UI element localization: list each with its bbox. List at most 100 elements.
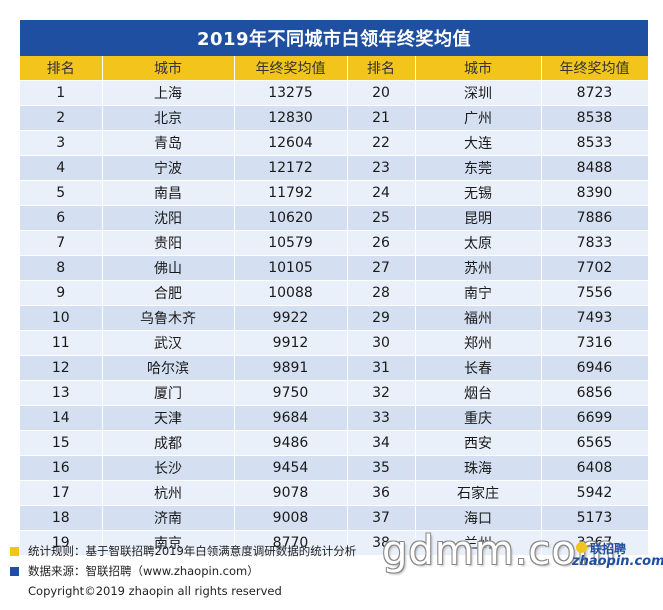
cell-rank-right: 34	[347, 430, 416, 456]
cell-bonus-right: 5942	[541, 480, 649, 506]
cell-bonus-right: 6565	[541, 430, 649, 456]
cell-bonus-right: 8533	[541, 130, 649, 156]
table-row: 11 武汉 9912 30 郑州 7316	[20, 330, 649, 356]
cell-rank-left: 17	[20, 480, 103, 506]
cell-rank-right: 28	[347, 280, 416, 306]
cell-city-right: 西安	[415, 430, 542, 456]
table-row: 14 天津 9684 33 重庆 6699	[20, 405, 649, 431]
cell-bonus-left: 12604	[234, 130, 348, 156]
cell-city-right: 东莞	[415, 155, 542, 181]
cell-bonus-left: 9684	[234, 405, 348, 431]
cell-city-right: 石家庄	[415, 480, 542, 506]
cell-city-right: 海口	[415, 505, 542, 531]
cell-city-left: 青岛	[102, 130, 235, 156]
cell-bonus-left: 10105	[234, 255, 348, 281]
cell-bonus-left: 9912	[234, 330, 348, 356]
cell-bonus-right: 8723	[541, 80, 649, 106]
cell-rank-left: 16	[20, 455, 103, 481]
cell-city-right: 苏州	[415, 255, 542, 281]
table-row: 6 沈阳 10620 25 昆明 7886	[20, 205, 649, 231]
cell-rank-right: 31	[347, 355, 416, 381]
cell-rank-right: 38	[347, 530, 416, 556]
cell-rank-left: 5	[20, 180, 103, 206]
cell-bonus-right: 8390	[541, 180, 649, 206]
table-row: 16 长沙 9454 35 珠海 6408	[20, 455, 649, 481]
cell-rank-right: 20	[347, 80, 416, 106]
table-title: 2019年不同城市白领年终奖均值	[20, 20, 648, 56]
cell-city-left: 杭州	[102, 480, 235, 506]
note-stats-rule-text: 统计规则：基于智联招聘2019年白领满意度调研数据的统计分析	[28, 544, 357, 558]
cell-city-left: 上海	[102, 80, 235, 106]
cell-city-left: 宁波	[102, 155, 235, 181]
header-bonus-left: 年终奖均值	[234, 56, 348, 81]
blue-square-icon	[10, 566, 19, 576]
cell-rank-right: 26	[347, 230, 416, 256]
table-row: 15 成都 9486 34 西安 6565	[20, 430, 649, 456]
note-source: 数据来源：智联招聘（www.zhaopin.com）	[10, 563, 259, 579]
header-rank-right: 排名	[347, 56, 416, 81]
cell-city-right: 重庆	[415, 405, 542, 431]
table-row: 4 宁波 12172 23 东莞 8488	[20, 155, 649, 181]
cell-bonus-left: 10579	[234, 230, 348, 256]
cell-bonus-left: 9922	[234, 305, 348, 331]
table-row: 2 北京 12830 21 广州 8538	[20, 105, 649, 131]
cell-city-left: 南昌	[102, 180, 235, 206]
table-row: 17 杭州 9078 36 石家庄 5942	[20, 480, 649, 506]
cell-bonus-left: 10620	[234, 205, 348, 231]
table-row: 3 青岛 12604 22 大连 8533	[20, 130, 649, 156]
cell-city-left: 济南	[102, 505, 235, 531]
cell-city-left: 贵阳	[102, 230, 235, 256]
cell-rank-left: 11	[20, 330, 103, 356]
cell-bonus-right: 6408	[541, 455, 649, 481]
cell-rank-right: 23	[347, 155, 416, 181]
note-source-text: 数据来源：智联招聘（www.zhaopin.com）	[28, 564, 259, 578]
cell-city-right: 长春	[415, 355, 542, 381]
cell-rank-right: 32	[347, 380, 416, 406]
cell-city-right: 昆明	[415, 205, 542, 231]
header-row: 排名 城市 年终奖均值 排名 城市 年终奖均值	[20, 56, 649, 81]
cell-rank-right: 37	[347, 505, 416, 531]
cell-city-left: 北京	[102, 105, 235, 131]
cell-rank-left: 13	[20, 380, 103, 406]
cell-rank-left: 2	[20, 105, 103, 131]
yellow-square-icon	[10, 546, 19, 556]
table-row: 8 佛山 10105 27 苏州 7702	[20, 255, 649, 281]
table-row: 9 合肥 10088 28 南宁 7556	[20, 280, 649, 306]
cell-rank-left: 8	[20, 255, 103, 281]
cell-bonus-left: 13275	[234, 80, 348, 106]
logo-mark-icon	[576, 542, 587, 553]
cell-city-right: 烟台	[415, 380, 542, 406]
cell-rank-left: 7	[20, 230, 103, 256]
cell-city-left: 天津	[102, 405, 235, 431]
cell-city-left: 南京	[102, 530, 235, 556]
cell-bonus-left: 9078	[234, 480, 348, 506]
cell-rank-right: 36	[347, 480, 416, 506]
cell-bonus-left: 9454	[234, 455, 348, 481]
zhaopin-logo: 联招聘 zhaopin.com	[572, 540, 663, 570]
cell-city-right: 太原	[415, 230, 542, 256]
cell-bonus-left: 10088	[234, 280, 348, 306]
cell-rank-right: 27	[347, 255, 416, 281]
cell-rank-right: 33	[347, 405, 416, 431]
cell-city-left: 成都	[102, 430, 235, 456]
cell-city-right: 郑州	[415, 330, 542, 356]
cell-rank-left: 15	[20, 430, 103, 456]
table-row: 10 乌鲁木齐 9922 29 福州 7493	[20, 305, 649, 331]
table-row: 18 济南 9008 37 海口 5173	[20, 505, 649, 531]
cell-city-right: 南宁	[415, 280, 542, 306]
cell-city-left: 厦门	[102, 380, 235, 406]
cell-bonus-right: 7493	[541, 305, 649, 331]
table-row: 1 上海 13275 20 深圳 8723	[20, 80, 649, 106]
logo-text-en: zhaopin.com	[572, 554, 663, 569]
header-city-left: 城市	[102, 56, 235, 81]
copyright: Copyright©2019 zhaopin all rights reserv…	[28, 584, 282, 598]
cell-city-left: 乌鲁木齐	[102, 305, 235, 331]
table-row: 19 南京 8770 38 兰州 3267	[20, 530, 649, 556]
cell-rank-left: 10	[20, 305, 103, 331]
cell-bonus-right: 6699	[541, 405, 649, 431]
cell-bonus-left: 9486	[234, 430, 348, 456]
cell-rank-right: 24	[347, 180, 416, 206]
cell-city-right: 广州	[415, 105, 542, 131]
cell-city-left: 沈阳	[102, 205, 235, 231]
